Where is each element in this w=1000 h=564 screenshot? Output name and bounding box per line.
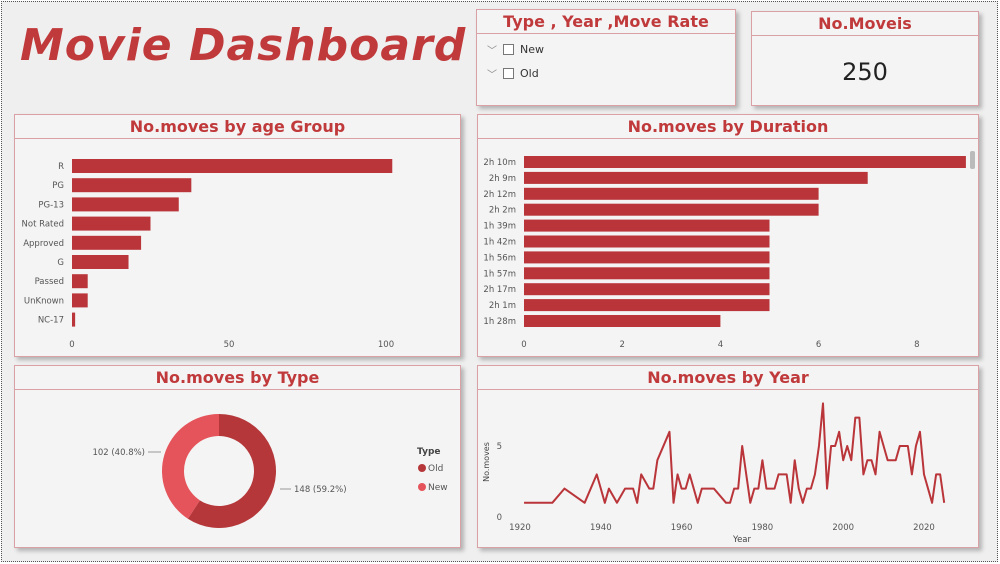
bar — [72, 235, 142, 250]
age-group-panel: No.moves by age Group R PG PG-13 Not Rated A… — [14, 114, 461, 357]
bar — [72, 197, 179, 212]
type-donut-chart: 148 (59.2%) 102 (40.8%) Type Old New — [92, 414, 448, 528]
category-label: Passed — [35, 277, 64, 287]
x-tick-label: 1980 — [752, 523, 774, 533]
year-line-chart: 1920 1940 1960 1980 2000 2020 0 5 Year No.moves — [482, 402, 946, 545]
legend-item: New — [428, 483, 448, 493]
bar — [524, 267, 770, 280]
category-label: R — [58, 162, 64, 172]
bar — [524, 203, 819, 216]
legend-marker — [418, 464, 426, 472]
category-label: 2h 10m — [483, 158, 516, 168]
x-tick-label: 6 — [816, 340, 821, 350]
category-label: 1h 28m — [483, 317, 516, 327]
duration-chart: 2h 10m 2h 9m 2h 12m 2h 2m 1h 39m 1h 42m 1h 56m… — [483, 151, 975, 350]
x-axis-title: Year — [732, 535, 752, 545]
bar — [524, 251, 770, 264]
bar — [524, 156, 966, 168]
category-label: 1h 39m — [483, 222, 516, 232]
bar — [72, 159, 393, 173]
legend-item: Old — [428, 464, 443, 474]
x-tick-label: 2 — [619, 340, 624, 350]
category-label: 2h 9m — [489, 174, 516, 184]
legend-marker — [418, 483, 426, 491]
bar — [524, 219, 770, 232]
x-tick-label: 2020 — [913, 523, 935, 533]
age-group-chart: R PG PG-13 Not Rated Approved G Passed UnKnown N… — [22, 159, 394, 350]
category-label: G — [57, 258, 64, 268]
bar — [524, 187, 819, 200]
duration-panel: No.moves by Duration 2h 10m 2h 9m 2h 12m 2h… — [477, 114, 979, 357]
category-label: Approved — [23, 239, 64, 249]
x-tick-label: 4 — [718, 340, 723, 350]
chart-title: No.moves by Year — [478, 366, 978, 390]
legend-title: Type — [417, 447, 440, 457]
donut-slice — [162, 414, 219, 519]
y-tick-label: 5 — [497, 442, 502, 452]
card-title: No.Moveis — [752, 12, 978, 36]
category-label: 2h 2m — [489, 206, 516, 216]
bar — [524, 235, 770, 248]
category-label: Not Rated — [22, 220, 64, 230]
y-tick-label: 0 — [497, 513, 502, 523]
slicer-item-old[interactable]: ﹀ Old — [487, 66, 539, 81]
slicer-item-label: Old — [520, 67, 539, 80]
data-label: 102 (40.8%) — [92, 448, 145, 458]
card-value: 250 — [842, 58, 888, 86]
y-axis-title: No.moves — [482, 442, 491, 482]
bar — [72, 312, 76, 327]
x-tick-label: 1960 — [671, 523, 693, 533]
bar — [72, 255, 129, 269]
slicer-item-new[interactable]: ﹀ New — [487, 42, 544, 57]
chevron-down-icon[interactable]: ﹀ — [487, 46, 497, 57]
checkbox[interactable] — [503, 44, 514, 55]
bar — [72, 178, 192, 193]
category-label: PG-13 — [38, 200, 64, 210]
chart-title: No.moves by age Group — [15, 115, 460, 139]
bar — [524, 171, 868, 184]
bar — [524, 299, 770, 312]
x-tick-label: 1940 — [590, 523, 612, 533]
category-label: 1h 56m — [483, 253, 516, 263]
series-line — [524, 402, 946, 504]
slicer-panel: Type , Year ,Move Rate ﹀ New ﹀ Old — [476, 9, 736, 106]
bar — [524, 315, 721, 327]
x-tick-label: 0 — [69, 340, 74, 350]
category-label: UnKnown — [24, 296, 64, 306]
chart-title: No.moves by Duration — [478, 115, 978, 139]
category-label: NC-17 — [38, 316, 64, 326]
data-label: 148 (59.2%) — [294, 485, 347, 495]
category-label: 1h 57m — [483, 269, 516, 279]
scrollbar — [970, 151, 975, 169]
x-tick-label: 50 — [224, 340, 235, 350]
slicer-item-label: New — [520, 43, 544, 56]
chevron-down-icon[interactable]: ﹀ — [487, 70, 497, 81]
chart-title: No.moves by Type — [15, 366, 460, 390]
x-tick-label: 8 — [914, 340, 919, 350]
bar — [72, 293, 88, 308]
count-card: No.Moveis 250 — [751, 11, 979, 106]
year-panel: No.moves by Year 1920 1940 1960 1980 2000 202… — [477, 365, 979, 548]
category-label: 2h 1m — [489, 301, 516, 311]
category-label: 2h 17m — [483, 285, 516, 295]
category-label: 2h 12m — [483, 190, 516, 200]
x-tick-label: 2000 — [832, 523, 854, 533]
bar — [72, 274, 88, 289]
category-label: 1h 42m — [483, 238, 516, 248]
page-title: Movie Dashboard — [20, 20, 467, 71]
bar — [72, 216, 151, 231]
x-tick-label: 0 — [521, 340, 526, 350]
donut-slice — [187, 414, 276, 528]
x-tick-label: 100 — [378, 340, 394, 350]
type-panel: No.moves by Type 148 (59.2%) 102 (40.8%) T… — [14, 365, 461, 548]
x-tick-label: 1920 — [509, 523, 531, 533]
category-label: PG — [52, 181, 64, 191]
checkbox[interactable] — [503, 68, 514, 79]
slicer-title: Type , Year ,Move Rate — [477, 10, 735, 34]
bar — [524, 283, 770, 296]
